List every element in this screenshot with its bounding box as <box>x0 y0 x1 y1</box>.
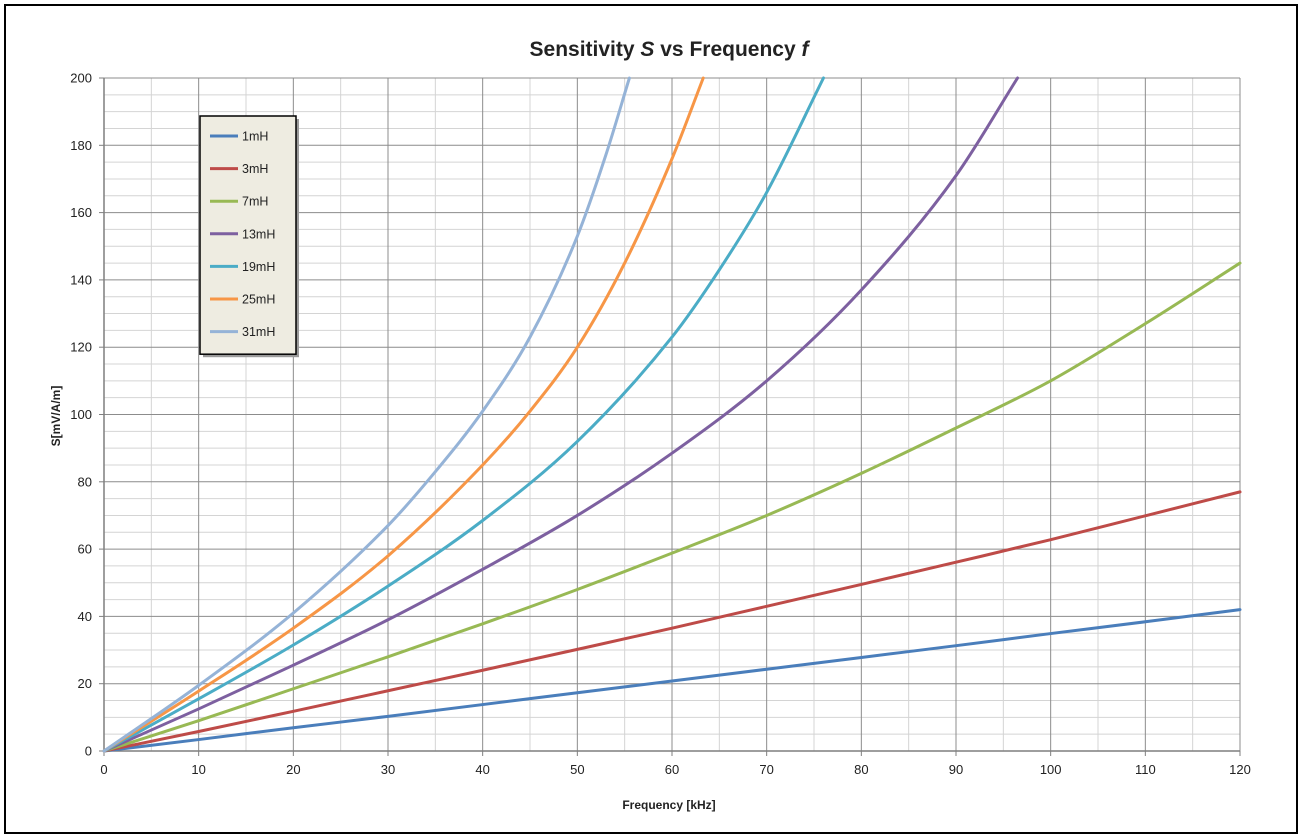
y-tick-label: 180 <box>70 138 92 153</box>
legend-label-19mH: 19mH <box>242 260 275 274</box>
x-tick-label: 40 <box>475 762 489 777</box>
x-tick-label: 100 <box>1040 762 1062 777</box>
chart-title: Sensitivity S vs Frequency f <box>530 38 811 61</box>
y-tick-label: 140 <box>70 272 92 287</box>
x-tick-label: 30 <box>381 762 395 777</box>
series-line-19mH <box>102 76 825 753</box>
y-tick-label: 200 <box>70 71 92 86</box>
y-tick-label: 20 <box>78 676 92 691</box>
y-axis-ticks: 0 20 40 60 80 100 120 140 160 180 200 <box>70 71 104 759</box>
chart-title-part-1: S <box>640 38 654 61</box>
series-line-25mH <box>102 76 705 753</box>
y-tick-label: 0 <box>85 744 92 759</box>
legend-label-13mH: 13mH <box>242 227 275 241</box>
y-tick-label: 120 <box>70 340 92 355</box>
x-axis-ticks: 0 10 20 30 40 50 60 70 80 90 100 110 120 <box>100 751 1251 777</box>
y-tick-label: 60 <box>78 542 92 557</box>
chart-frame: Sensitivity S vs Frequency f 0 10 20 30 40 50… <box>4 4 1298 834</box>
y-tick-label: 80 <box>78 474 92 489</box>
x-axis-label: Frequency [kHz] <box>622 798 715 812</box>
series-line-31mH <box>102 76 631 753</box>
x-tick-label: 120 <box>1229 762 1251 777</box>
legend-label-3mH: 3mH <box>242 162 268 176</box>
series-line-13mH <box>102 76 1020 753</box>
chart-title-part-2: vs Frequency <box>654 38 801 61</box>
x-tick-label: 110 <box>1135 762 1156 777</box>
line-chart: Sensitivity S vs Frequency f 0 10 20 30 40 50… <box>6 6 1296 832</box>
chart-title-part-3: f <box>801 38 810 61</box>
series-line-3mH <box>102 490 1242 753</box>
x-tick-label: 70 <box>759 762 773 777</box>
y-tick-label: 40 <box>78 609 92 624</box>
legend-label-1mH: 1mH <box>242 130 268 144</box>
legend: 1mH 3mH 7mH 13mH 19mH 25mH 31mH <box>199 115 299 358</box>
x-tick-label: 20 <box>286 762 300 777</box>
y-tick-label: 100 <box>70 407 92 422</box>
x-tick-label: 90 <box>949 762 963 777</box>
chart-title-part-0: Sensitivity <box>530 38 641 61</box>
series-lines <box>102 76 1242 753</box>
legend-label-31mH: 31mH <box>242 325 275 339</box>
x-tick-label: 80 <box>854 762 868 777</box>
x-tick-label: 50 <box>570 762 584 777</box>
x-tick-label: 60 <box>665 762 679 777</box>
y-tick-label: 160 <box>70 205 92 220</box>
x-tick-label: 0 <box>100 762 107 777</box>
legend-label-25mH: 25mH <box>242 293 275 307</box>
series-line-1mH <box>102 608 1242 753</box>
legend-label-7mH: 7mH <box>242 195 268 209</box>
y-axis-label: S[mV/A/m] <box>49 386 63 447</box>
x-tick-label: 10 <box>191 762 205 777</box>
series-line-7mH <box>102 261 1242 753</box>
